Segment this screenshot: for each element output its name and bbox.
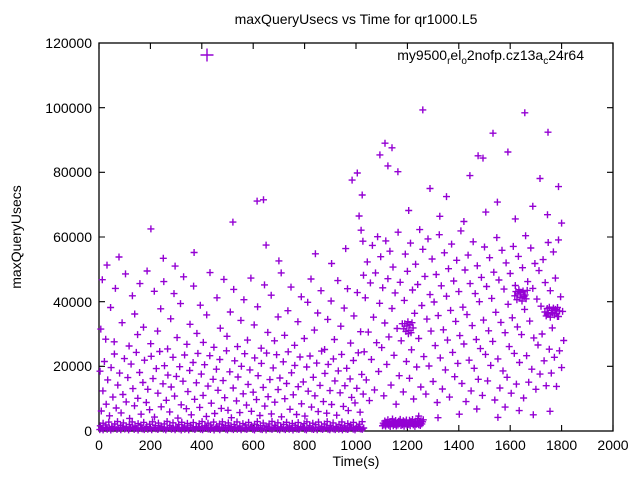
x-tick-label: 1200 bbox=[391, 437, 423, 453]
x-tick-label: 0 bbox=[95, 437, 103, 453]
legend: my9500relo2nofp.cz13ac24r64 bbox=[200, 47, 584, 67]
y-tick-label: 100000 bbox=[45, 99, 92, 116]
x-tick-label: 400 bbox=[190, 437, 214, 453]
y-tick-label: 0 bbox=[84, 423, 92, 439]
x-tick-label: 200 bbox=[138, 437, 163, 453]
x-tick-label: 1600 bbox=[494, 437, 526, 453]
y-tick-label: 120000 bbox=[45, 35, 92, 51]
y-tick-label: 20000 bbox=[53, 358, 92, 375]
x-tick-label: 2000 bbox=[597, 437, 629, 453]
y-tick-label: 80000 bbox=[53, 164, 92, 181]
plus-marker-icon bbox=[200, 48, 214, 62]
chart-title: maxQueryUsecs vs Time for qr1000.L5 bbox=[234, 11, 478, 27]
y-axis-label: maxQueryUsecs bbox=[8, 185, 24, 289]
x-tick-label: 1800 bbox=[546, 437, 578, 453]
x-tick-label: 600 bbox=[241, 437, 265, 453]
x-axis-label: Time(s) bbox=[332, 453, 380, 469]
legend-series-label: my9500relo2nofp.cz13ac24r64 bbox=[397, 47, 584, 67]
x-tick-label: 800 bbox=[292, 437, 317, 453]
y-tick-label: 40000 bbox=[53, 293, 92, 310]
y-tick-label: 60000 bbox=[53, 229, 92, 245]
x-tick-label: 1000 bbox=[340, 437, 372, 453]
x-tick-label: 1400 bbox=[443, 437, 475, 453]
